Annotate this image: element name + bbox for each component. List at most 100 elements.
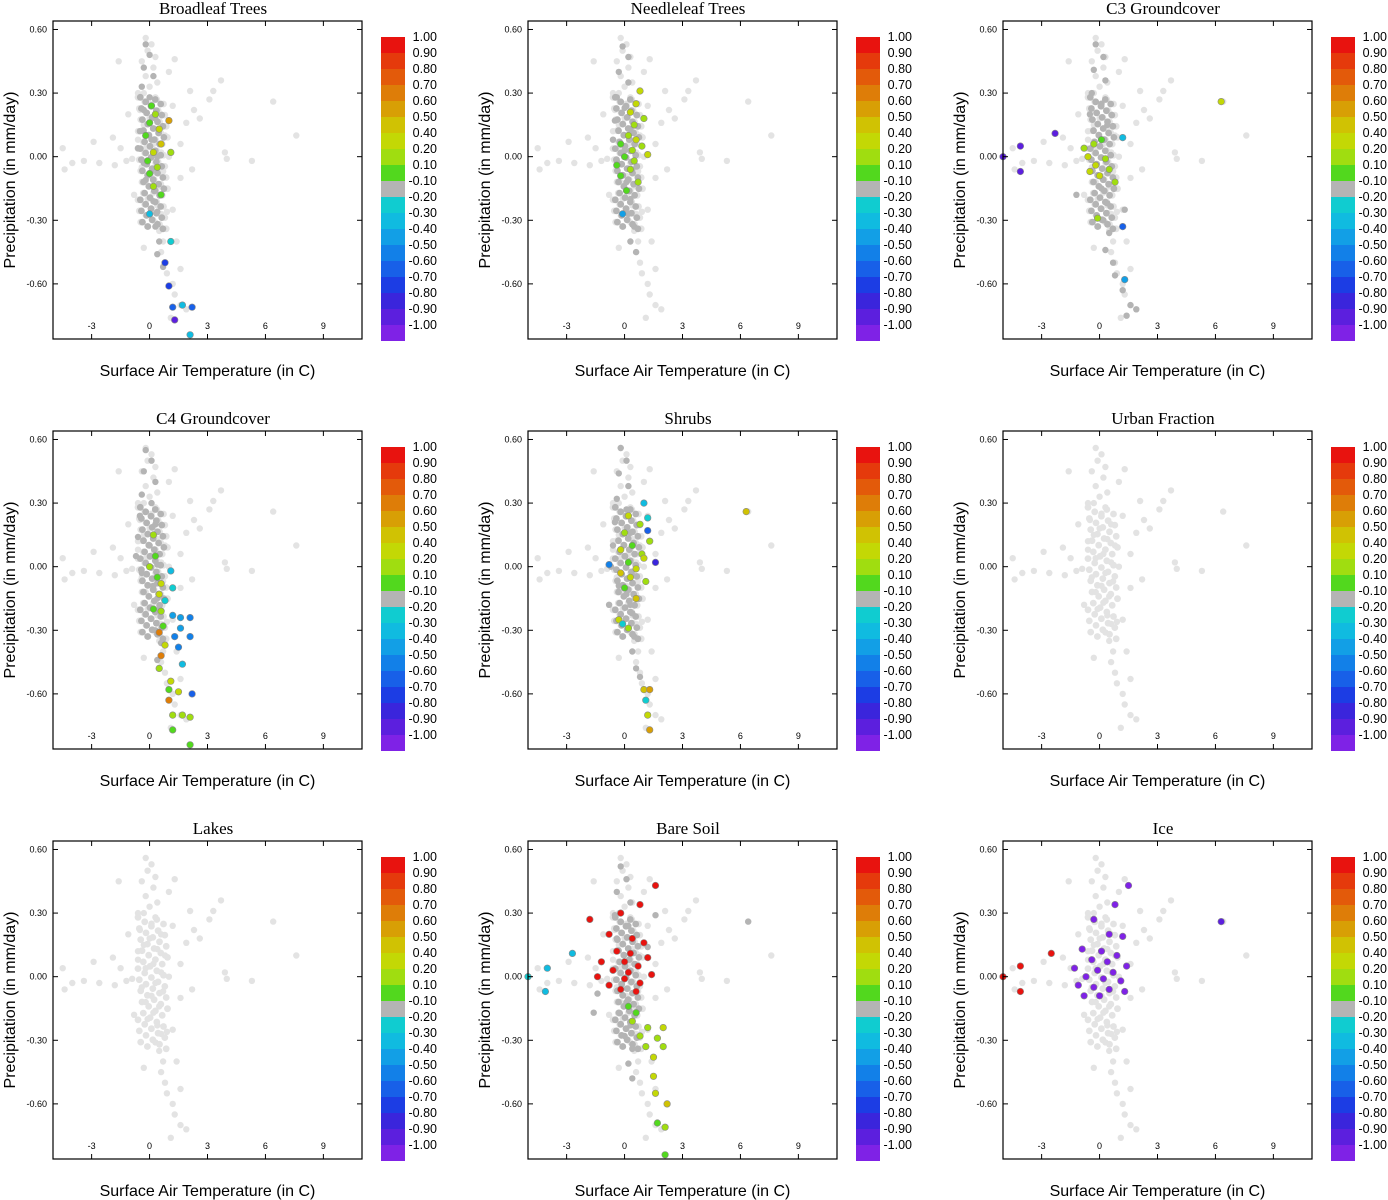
colored-point bbox=[155, 628, 163, 636]
colorbar-label: 0.10 bbox=[413, 568, 437, 582]
grey-point bbox=[154, 208, 161, 215]
background-point bbox=[584, 134, 592, 141]
colorbar-swatch bbox=[1331, 1081, 1355, 1097]
grey-point bbox=[611, 912, 619, 919]
colorbar-label: 0.20 bbox=[1363, 552, 1387, 566]
grey-point bbox=[1096, 194, 1104, 202]
grey-point bbox=[618, 519, 626, 527]
panel: Broadleaf TreesExpt = xQfvV-xqfua-303690… bbox=[2, 0, 437, 380]
background-point bbox=[158, 1011, 166, 1019]
colored-point bbox=[624, 624, 632, 632]
background-point bbox=[632, 658, 640, 666]
colorbar-label: -0.40 bbox=[409, 222, 438, 236]
x-axis-label: Surface Air Temperature (in C) bbox=[1050, 773, 1266, 790]
background-point bbox=[1104, 1029, 1112, 1037]
colored-point bbox=[651, 1089, 660, 1097]
background-point bbox=[152, 463, 159, 471]
background-point bbox=[534, 555, 541, 562]
grey-point bbox=[625, 922, 632, 929]
background-point bbox=[171, 876, 178, 883]
panel: LakesExpt = xQfvV-xqfua-303690.600.300.0… bbox=[2, 819, 437, 1200]
background-point bbox=[217, 897, 225, 904]
background-point bbox=[1106, 630, 1113, 638]
panel-title: Ice bbox=[1153, 819, 1174, 838]
background-point bbox=[111, 982, 119, 989]
x-tick-label: 9 bbox=[1271, 1141, 1276, 1151]
colorbar-swatch bbox=[856, 1017, 880, 1033]
background-point bbox=[544, 569, 551, 577]
y-tick-label: 0.00 bbox=[979, 972, 997, 982]
colored-point bbox=[632, 565, 640, 573]
grey-point bbox=[634, 584, 642, 591]
colorbar-swatch bbox=[1331, 325, 1355, 341]
colorbar-label: 0.80 bbox=[1363, 882, 1387, 896]
background-point bbox=[1121, 876, 1128, 883]
background-point bbox=[144, 1043, 151, 1050]
background-point bbox=[152, 873, 159, 881]
grey-point bbox=[628, 927, 635, 935]
plot-area bbox=[1003, 841, 1312, 1159]
background-point bbox=[1098, 922, 1105, 930]
y-tick-label: 0.60 bbox=[979, 434, 997, 444]
colored-point bbox=[543, 964, 551, 972]
grey-point bbox=[625, 1060, 632, 1067]
background-point bbox=[638, 1090, 646, 1097]
grey-point bbox=[617, 559, 625, 567]
background-point bbox=[1100, 535, 1108, 542]
panel-title: Shrubs bbox=[664, 409, 711, 428]
colored-point bbox=[1121, 276, 1129, 284]
colorbar-label: -1.00 bbox=[884, 728, 913, 742]
background-point bbox=[152, 956, 159, 963]
background-point bbox=[96, 979, 103, 987]
grey-point bbox=[626, 916, 634, 923]
colorbar-swatch bbox=[381, 905, 405, 921]
background-point bbox=[1046, 159, 1053, 167]
background-point bbox=[1111, 624, 1119, 631]
grey-point bbox=[144, 530, 152, 538]
grey-point bbox=[1106, 140, 1113, 148]
background-point bbox=[1106, 637, 1113, 645]
colored-point bbox=[624, 558, 632, 566]
grey-point bbox=[627, 601, 634, 608]
colorbar-swatch bbox=[381, 309, 405, 325]
colorbar-label: 0.90 bbox=[1363, 866, 1387, 880]
background-point bbox=[1109, 238, 1117, 245]
grey-point bbox=[146, 51, 153, 59]
grey-point bbox=[632, 971, 640, 979]
background-point bbox=[1096, 83, 1103, 90]
grey-point bbox=[621, 604, 629, 611]
colored-point bbox=[1119, 932, 1127, 940]
background-point bbox=[153, 916, 161, 923]
colorbar-swatch bbox=[1331, 873, 1355, 889]
colorbar-swatch bbox=[856, 117, 880, 133]
colorbar: 1.000.900.800.700.600.500.400.200.10-0.1… bbox=[381, 440, 437, 751]
colored-point bbox=[613, 947, 621, 955]
colored-point bbox=[147, 102, 156, 110]
colorbar-label: -0.90 bbox=[409, 712, 438, 726]
colorbar-swatch bbox=[381, 1113, 405, 1129]
background-point bbox=[640, 478, 648, 486]
background-point bbox=[617, 854, 624, 862]
background-point bbox=[1090, 499, 1097, 507]
x-tick-label: 6 bbox=[263, 1141, 268, 1151]
background-point bbox=[142, 892, 149, 900]
colorbar-swatch bbox=[1331, 85, 1355, 101]
background-point bbox=[167, 1134, 174, 1141]
background-point bbox=[665, 516, 673, 524]
background-point bbox=[1067, 145, 1074, 152]
grey-point bbox=[1091, 189, 1098, 197]
background-point bbox=[1094, 867, 1101, 874]
colorbar-swatch bbox=[1331, 197, 1355, 213]
y-tick-label: 0.00 bbox=[29, 562, 47, 572]
background-point bbox=[638, 208, 646, 215]
background-point bbox=[1127, 550, 1134, 558]
colored-point bbox=[617, 172, 625, 180]
background-point bbox=[1127, 1121, 1134, 1129]
x-tick-label: 3 bbox=[680, 1141, 685, 1151]
background-point bbox=[150, 945, 158, 952]
grey-point bbox=[143, 622, 151, 629]
background-point bbox=[1136, 87, 1144, 95]
colorbar-label: 1.00 bbox=[413, 440, 437, 454]
x-axis-label: Surface Air Temperature (in C) bbox=[100, 363, 316, 380]
background-point bbox=[1095, 1003, 1103, 1010]
